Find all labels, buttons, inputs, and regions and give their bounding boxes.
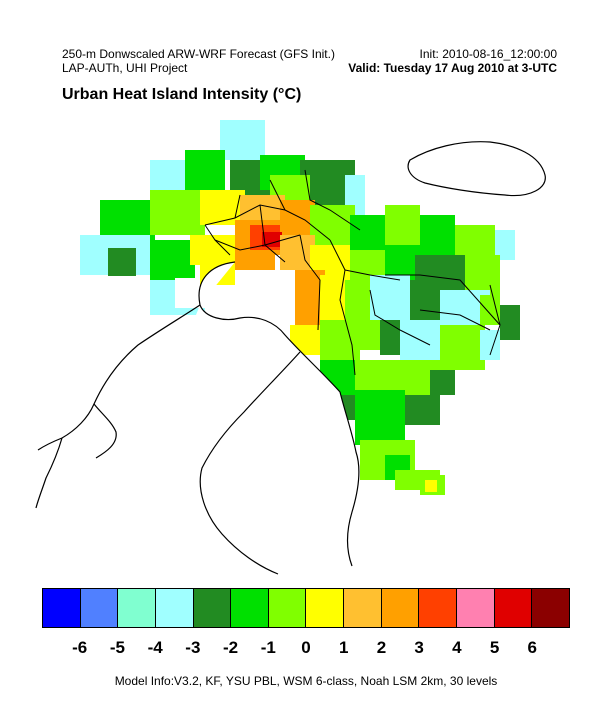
heat-cell xyxy=(200,190,245,225)
heat-cell xyxy=(185,150,225,190)
legend-swatch xyxy=(494,589,533,627)
legend-swatch xyxy=(381,589,420,627)
heat-cell xyxy=(440,325,485,370)
heat-cell xyxy=(465,255,500,295)
legend-swatch xyxy=(193,589,232,627)
legend-tick-label: -2 xyxy=(223,638,239,657)
heat-cell xyxy=(350,215,390,255)
heat-cell xyxy=(220,120,265,160)
legend-tick-label: 3 xyxy=(414,638,424,657)
heat-cell xyxy=(320,320,360,365)
heat-cell xyxy=(385,205,420,250)
init-time: Init: 2010-08-16_12:00:00 xyxy=(419,47,557,61)
heat-cell xyxy=(410,280,440,325)
heat-cell xyxy=(150,240,195,280)
model-info: Model Info:V3.2, KF, YSU PBL, WSM 6-clas… xyxy=(114,674,498,688)
legend-tick-label: -4 xyxy=(147,638,163,657)
legend-swatch xyxy=(80,589,119,627)
district-boundaries xyxy=(204,169,501,376)
heat-cell xyxy=(280,200,315,235)
legend-swatch xyxy=(344,589,382,627)
heat-field xyxy=(80,120,520,520)
heat-cell xyxy=(455,225,495,260)
project-label: LAP-AUTh, UHI Project xyxy=(62,61,188,75)
heat-cell xyxy=(480,330,500,360)
heat-cell xyxy=(108,248,136,276)
legend-swatch xyxy=(155,589,194,627)
legend-tick-label: -5 xyxy=(109,638,125,657)
heat-cell xyxy=(370,275,410,320)
valid-time: Valid: Tuesday 17 Aug 2010 at 3-UTC xyxy=(348,61,557,75)
legend-tick-label: -3 xyxy=(185,638,201,657)
heat-cell xyxy=(235,255,275,270)
heat-cell xyxy=(262,232,282,247)
legend-swatch xyxy=(118,589,156,627)
heat-cell xyxy=(405,395,440,425)
heat-cell xyxy=(310,205,355,245)
forecast-description: 250-m Donwscaled ARW-WRF Forecast (GFS I… xyxy=(62,47,335,61)
legend-tick-label: -1 xyxy=(260,638,276,657)
legend-tick-label: -6 xyxy=(72,638,88,657)
heat-cell xyxy=(495,230,515,260)
heat-cell xyxy=(500,305,520,340)
heat-cell xyxy=(425,480,437,492)
sea-area xyxy=(150,262,359,520)
legend-tick-labels: -6 -5 -4 -3 -2 -1 0 1 2 3 4 5 6 xyxy=(42,638,570,660)
legend-tick-label: 4 xyxy=(452,638,462,657)
legend-tick-label: 0 xyxy=(301,638,311,657)
heat-cell xyxy=(355,390,405,445)
map-title: Urban Heat Island Intensity (°C) xyxy=(62,86,302,103)
legend-swatch xyxy=(231,589,269,627)
heat-cell xyxy=(150,160,190,195)
heat-cell xyxy=(430,370,455,395)
legend-swatch xyxy=(268,589,307,627)
coastline xyxy=(35,141,546,575)
legend-swatch xyxy=(43,589,81,627)
legend-tick-label: 5 xyxy=(489,638,500,657)
heat-cell xyxy=(280,235,315,270)
color-legend xyxy=(42,588,570,628)
legend-tick-label: 6 xyxy=(527,638,538,657)
legend-swatch xyxy=(419,589,458,627)
legend-tick-label: 1 xyxy=(338,638,349,657)
legend-swatch xyxy=(306,589,345,627)
legend-tick-label: 2 xyxy=(376,638,387,657)
legend-swatch xyxy=(457,589,495,627)
heat-cell xyxy=(150,190,205,235)
heat-cell xyxy=(480,295,500,325)
legend-swatch xyxy=(532,589,569,627)
heat-cell xyxy=(100,200,155,240)
